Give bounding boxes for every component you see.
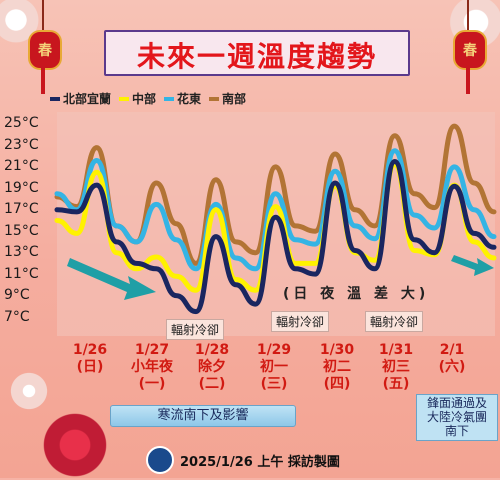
y-tick-label: 13°C (4, 244, 39, 260)
y-tick-label: 11°C (4, 266, 39, 282)
x-label: 2/1 (六) (422, 342, 482, 376)
front-note-box: 鋒面通過及 大陸冷氣團 南下 (416, 394, 498, 441)
y-tick-label: 25°C (4, 115, 39, 131)
x-label-extra: (二) (198, 376, 226, 392)
x-label-date: 1/29 (256, 342, 292, 358)
x-label-day: (六) (438, 359, 466, 375)
decorative-flower (40, 410, 110, 480)
lantern-tassel (466, 68, 470, 94)
x-label-day: 初二 (323, 359, 351, 375)
cold-wave-banner: 寒流南下及影響 (110, 405, 296, 427)
x-label-date: 1/26 (72, 342, 108, 358)
legend-item-east: 花東 (164, 90, 201, 107)
lantern-char: 春 (38, 43, 52, 59)
x-label: 1/30 初二 (四) (307, 342, 367, 393)
x-label-date: 1/30 (319, 342, 355, 358)
y-tick-label: 9°C (4, 287, 30, 303)
legend-label: 花東 (177, 92, 202, 106)
front-note-line: 南下 (444, 424, 469, 438)
series-line-2 (54, 148, 497, 272)
legend-item-north: 北部宜蘭 (50, 90, 111, 107)
legend-label: 北部宜蘭 (63, 92, 112, 106)
footer-text: 2025/1/26 上午 採訪製圖 (180, 454, 340, 470)
radiation-cooling-label: 輻射冷卻 (271, 311, 330, 332)
y-tick-label: 23°C (4, 137, 39, 153)
radiation-cooling-label: 輻射冷卻 (166, 319, 225, 340)
x-label-extra: (一) (138, 376, 166, 392)
x-label-extra: (五) (382, 376, 410, 392)
lantern-left: 春 (28, 30, 62, 70)
legend: 北部宜蘭 中部 花東 南部 (50, 90, 246, 107)
cold-arrow-right (451, 255, 494, 276)
series-line-0 (54, 159, 497, 315)
legend-label: 南部 (222, 92, 247, 106)
legend-label: 中部 (132, 92, 157, 106)
x-label: 1/26 (日) (60, 342, 120, 376)
cold-arrow-left (67, 258, 156, 300)
y-tick-label: 7°C (4, 309, 30, 325)
x-label-day: 小年夜 (131, 359, 173, 375)
y-tick-label: 15°C (4, 223, 39, 239)
x-label: 1/27 小年夜 (一) (122, 342, 182, 393)
lantern-string (42, 0, 44, 30)
radiation-cooling-label: 輻射冷卻 (365, 311, 424, 332)
lantern-right: 春 (453, 30, 487, 70)
lantern-char: 春 (463, 43, 477, 59)
y-tick-label: 17°C (4, 201, 39, 217)
x-label-date: 2/1 (439, 342, 465, 358)
x-label-day: 除夕 (198, 359, 226, 375)
x-label-extra: (三) (260, 376, 288, 392)
x-label-date: 1/31 (378, 342, 414, 358)
cna-logo-icon (146, 446, 174, 474)
x-label-day: 初三 (382, 359, 410, 375)
lantern-string (467, 0, 469, 30)
legend-swatch (50, 96, 60, 101)
x-label: 1/29 初一 (三) (244, 342, 304, 393)
x-label: 1/31 初三 (五) (366, 342, 426, 393)
plot-area (57, 112, 495, 336)
x-label-date: 1/27 (134, 342, 170, 358)
legend-swatch (209, 96, 220, 101)
series-line-1 (54, 162, 497, 293)
legend-swatch (119, 96, 130, 101)
x-label: 1/28 除夕 (二) (182, 342, 242, 393)
legend-item-south: 南部 (209, 90, 246, 107)
decorative-flower (8, 370, 50, 412)
title-box: 未來一週溫度趨勢 (104, 30, 410, 76)
front-note-line: 大陸冷氣團 (426, 410, 487, 424)
y-tick-label: 21°C (4, 158, 39, 174)
lantern-tassel (41, 68, 45, 94)
legend-swatch (164, 96, 175, 101)
y-tick-label: 19°C (4, 180, 39, 196)
legend-item-central: 中部 (119, 90, 156, 107)
x-label-extra: (四) (323, 376, 351, 392)
x-label-date: 1/28 (194, 342, 230, 358)
front-note-line: 鋒面通過及 (426, 396, 487, 410)
x-label-day: 初一 (260, 359, 288, 375)
footer: 2025/1/26 上午 採訪製圖 (146, 446, 340, 474)
diurnal-difference-label: (日 夜 溫 差 大) (283, 286, 430, 302)
chart-title: 未來一週溫度趨勢 (136, 40, 377, 73)
x-label-day: (日) (76, 359, 104, 375)
